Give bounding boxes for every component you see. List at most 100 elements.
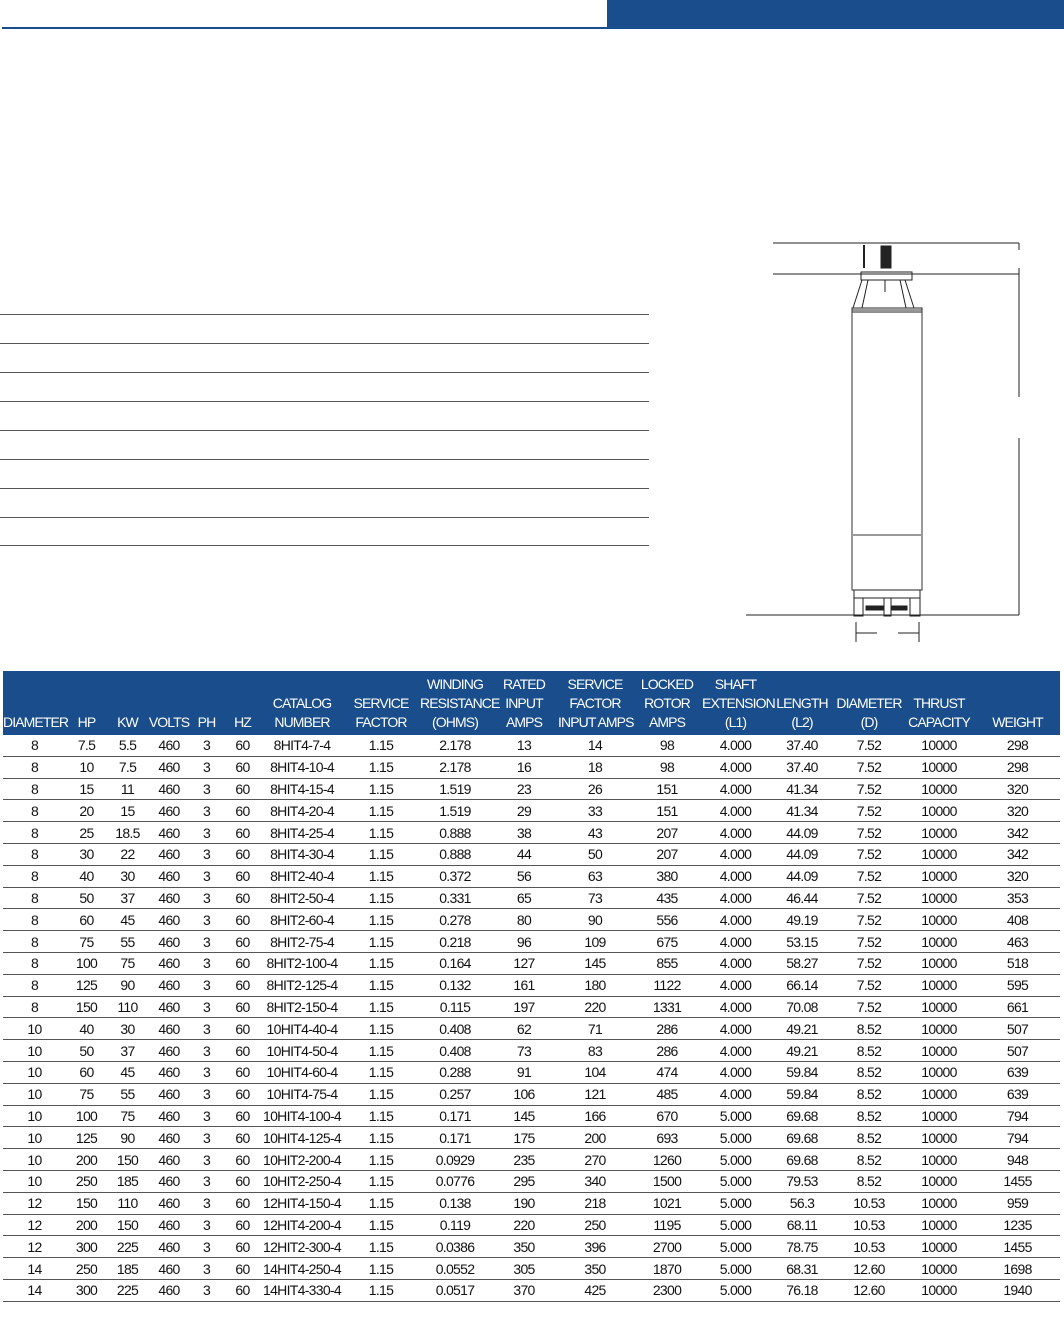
table-cell: 10 xyxy=(3,1170,66,1193)
table-cell: 40 xyxy=(66,865,107,888)
table-cell: 350 xyxy=(490,1235,558,1259)
table-cell: 4.000 xyxy=(702,887,769,910)
table-cell: 3 xyxy=(190,843,223,866)
table-cell: 855 xyxy=(632,952,702,975)
table-cell: 3 xyxy=(190,1083,223,1106)
table-cell: 507 xyxy=(975,1017,1060,1041)
table-cell: 460 xyxy=(148,1192,190,1215)
table-cell: 7.52 xyxy=(835,799,903,823)
table-cell: 37 xyxy=(107,1039,148,1062)
table-cell: 0.331 xyxy=(420,887,490,910)
table-cell: 12 xyxy=(3,1235,66,1259)
table-cell: 10000 xyxy=(903,865,975,888)
table-cell: 693 xyxy=(632,1126,702,1150)
table-cell: 5.000 xyxy=(702,1126,769,1150)
table-cell: 7.52 xyxy=(835,930,903,953)
table-cell: 55 xyxy=(107,930,148,953)
table-cell: 79.53 xyxy=(769,1170,835,1193)
column-header-line: CATALOG xyxy=(272,695,332,711)
column-header-line: HZ xyxy=(234,714,252,730)
table-cell: 1870 xyxy=(632,1257,702,1280)
table-cell: 286 xyxy=(632,1039,702,1062)
table-cell: 7.52 xyxy=(835,996,903,1019)
table-cell: 7.5 xyxy=(66,735,107,757)
table-cell: 15 xyxy=(107,799,148,823)
table-cell: 60 xyxy=(223,887,262,910)
table-cell: 55 xyxy=(107,1083,148,1106)
table-cell: 60 xyxy=(223,1192,262,1215)
table-cell: 220 xyxy=(490,1214,558,1237)
table-cell: 220 xyxy=(558,996,632,1019)
table-cell: 207 xyxy=(632,821,702,844)
table-row: 8 10 7.5 460 3 60 8HIT4-10-4 1.15 2.178 16 18 98 4.0… xyxy=(3,756,1060,779)
column-header: DIAMETER (D) xyxy=(835,671,903,735)
table-cell: 63 xyxy=(558,865,632,888)
column-header-line: (OHMS) xyxy=(432,714,479,730)
table-cell: 10000 xyxy=(903,1126,975,1150)
table-cell: 670 xyxy=(632,1105,702,1128)
table-cell: 60 xyxy=(223,952,262,975)
table-cell: 353 xyxy=(975,887,1060,910)
table-cell: 661 xyxy=(975,996,1060,1019)
column-header-line: SHAFT xyxy=(714,676,757,692)
table-cell: 396 xyxy=(558,1235,632,1259)
table-cell: 3 xyxy=(190,1170,223,1193)
table-cell: 1.15 xyxy=(342,974,420,997)
table-cell: 0.288 xyxy=(420,1061,490,1084)
table-cell: 298 xyxy=(975,735,1060,757)
table-cell: 1260 xyxy=(632,1148,702,1171)
table-cell: 1.15 xyxy=(342,1105,420,1128)
table-cell: 10000 xyxy=(903,1148,975,1171)
table-cell: 1500 xyxy=(632,1170,702,1193)
table-cell: 150 xyxy=(66,996,107,1019)
table-cell: 8 xyxy=(3,930,66,953)
table-cell: 0.408 xyxy=(420,1039,490,1062)
table-cell: 3 xyxy=(190,799,223,823)
table-row: 10 50 37 460 3 60 10HIT4-50-4 1.15 0.408 73 83 286 4… xyxy=(3,1039,1060,1062)
table-cell: 12.60 xyxy=(835,1279,903,1302)
table-cell: 45 xyxy=(107,1061,148,1084)
table-cell: 65 xyxy=(490,887,558,910)
table-cell: 342 xyxy=(975,821,1060,844)
table-cell: 44.09 xyxy=(769,843,835,866)
table-cell: 1.15 xyxy=(342,778,420,801)
column-header-line: LOCKED xyxy=(640,676,694,692)
table-cell: 0.0552 xyxy=(420,1257,490,1280)
table-cell: 14HIT4-250-4 xyxy=(262,1257,342,1280)
table-cell: 675 xyxy=(632,930,702,953)
column-header-line: CAPACITY xyxy=(908,714,971,730)
table-cell: 4.000 xyxy=(702,1017,769,1041)
table-cell: 3 xyxy=(190,1126,223,1150)
table-cell: 3 xyxy=(190,930,223,953)
column-header-line: DIAMETER xyxy=(3,714,69,730)
table-cell: 1.15 xyxy=(342,1214,420,1237)
table-cell: 0.888 xyxy=(420,843,490,866)
table-cell: 8.52 xyxy=(835,1061,903,1084)
table-cell: 145 xyxy=(558,952,632,975)
table-cell: 0.0517 xyxy=(420,1279,490,1302)
table-cell: 3 xyxy=(190,821,223,844)
column-header: THRUST CAPACITY xyxy=(903,671,975,735)
table-cell: 8HIT2-40-4 xyxy=(262,865,342,888)
table-cell: 7.52 xyxy=(835,952,903,975)
table-cell: 10 xyxy=(3,1061,66,1084)
column-header: RATED INPUT AMPS xyxy=(490,671,558,735)
table-cell: 1.15 xyxy=(342,843,420,866)
table-row: 12 200 150 460 3 60 12HIT4-200-4 1.15 0.119 220 25… xyxy=(3,1214,1060,1237)
table-cell: 10000 xyxy=(903,1279,975,1302)
table-cell: 1.15 xyxy=(342,799,420,823)
table-cell: 0.0776 xyxy=(420,1170,490,1193)
table-cell: 0.888 xyxy=(420,821,490,844)
table-cell: 8HIT4-25-4 xyxy=(262,821,342,844)
column-header-line: SERVICE xyxy=(567,676,624,692)
column-header-line: FACTOR xyxy=(569,695,621,711)
table-cell: 12HIT2-300-4 xyxy=(262,1235,342,1259)
table-cell: 8 xyxy=(3,996,66,1019)
table-cell: 1.15 xyxy=(342,1235,420,1259)
table-cell: 30 xyxy=(66,843,107,866)
table-cell: 185 xyxy=(107,1257,148,1280)
table-cell: 60 xyxy=(223,1105,262,1128)
table-cell: 49.21 xyxy=(769,1017,835,1041)
table-cell: 58.27 xyxy=(769,952,835,975)
table-cell: 270 xyxy=(558,1148,632,1171)
